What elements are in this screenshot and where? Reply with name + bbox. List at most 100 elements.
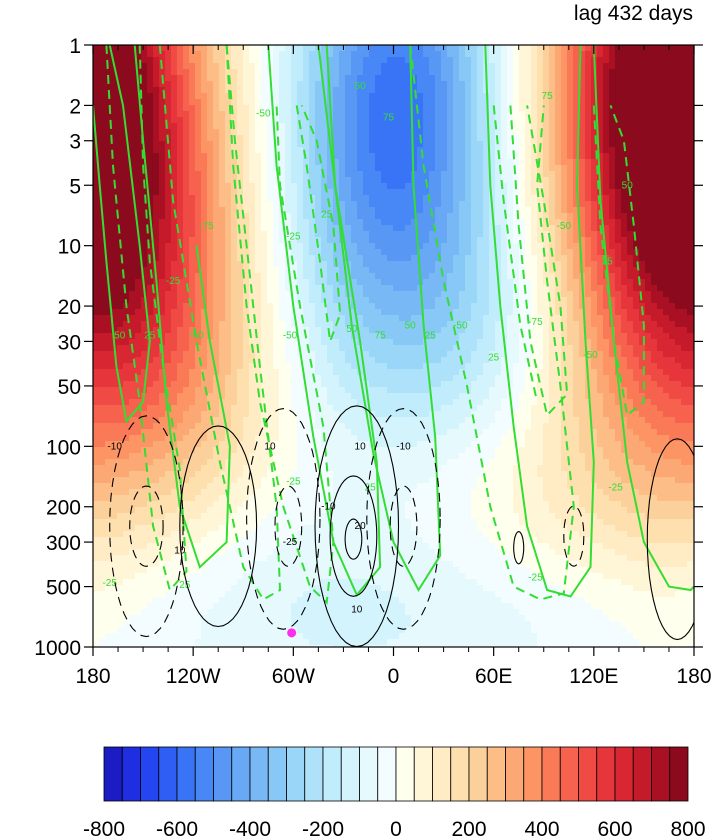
contour-label: 25 [365, 482, 377, 493]
contour-label: 10 [264, 441, 276, 452]
y-tick-label: 1 [69, 35, 81, 58]
contour-label: -10 [396, 441, 411, 452]
contour-label: 20 [355, 521, 367, 532]
contour-label: 75 [383, 113, 395, 124]
contour-label: 25 [425, 330, 437, 341]
colorbar-swatch [377, 746, 397, 802]
contour-label: -50 [453, 321, 468, 332]
colorbar-swatch [450, 746, 470, 802]
green-contour-dashed-3 [409, 45, 575, 601]
colorbar-swatch [413, 746, 433, 802]
green-contour-solid-3 [325, 45, 442, 593]
colorbar-tick-label: 800 [670, 818, 705, 838]
black-contour-layer: -10 10 10 -10 10 20 10 -10 -25 [107, 405, 694, 647]
colorbar-swatch [121, 746, 141, 802]
y-axis: 1 2 3 5 10 20 30 50 100 200 300 500 1000 [34, 35, 703, 660]
colorbar-swatch [267, 746, 287, 802]
contour-label: 25 [144, 330, 156, 341]
colorbar-swatch [632, 746, 652, 802]
contour-label: 50 [622, 180, 634, 191]
green-contour-dashed-2 [295, 105, 342, 342]
green-contour-dashed-6 [592, 105, 645, 418]
contour-label: -10 [321, 502, 336, 513]
colorbar-swatch [249, 746, 269, 802]
contour-label: -25 [608, 482, 623, 493]
contour-label: 75 [375, 330, 387, 341]
colorbar-swatch [578, 746, 598, 802]
contour-label: 25 [179, 580, 191, 591]
black-contour-3 [246, 408, 321, 630]
x-tick-label: 120W [166, 665, 221, 688]
black-contour-10 [513, 531, 525, 565]
colorbar: -800 -600 -400 -200 0 200 400 600 800 [83, 746, 706, 838]
colorbar-swatch [231, 746, 251, 802]
colorbar-swatch [669, 746, 689, 802]
colorbar-swatch [432, 746, 452, 802]
colorbar-swatch [468, 746, 488, 802]
colorbar-swatch [213, 746, 233, 802]
contour-label: -50 [283, 330, 298, 341]
green-contour-solid-4 [484, 45, 595, 598]
colorbar-swatch [194, 746, 214, 802]
black-contour-5 [314, 405, 400, 647]
black-contour-12 [646, 438, 694, 641]
colorbar-tick-label: 200 [451, 818, 486, 838]
x-tick-label: 60E [475, 665, 512, 688]
green-contour-dashed-0 [158, 45, 282, 601]
colorbar-swatch [505, 746, 525, 802]
colorbar-tick-label: 0 [390, 818, 402, 838]
colorbar-swatch [322, 746, 342, 802]
colorbar-swatch [304, 746, 324, 802]
colorbar-tick-label: -600 [156, 818, 198, 838]
black-contour-11 [563, 505, 585, 567]
black-contour-1 [129, 485, 164, 567]
colorbar-swatch [541, 746, 561, 802]
x-tick-label: 120E [569, 665, 618, 688]
x-tick-label: 60W [272, 665, 315, 688]
contour-label: -50 [256, 109, 271, 120]
black-contour-9 [389, 485, 418, 567]
colorbar-swatch [614, 746, 634, 802]
contour-label: -10 [107, 441, 122, 452]
x-tick-label: 0 [388, 665, 400, 688]
contour-label: -50 [557, 221, 572, 232]
colorbar-swatch [286, 746, 306, 802]
contour-label: 25 [321, 210, 333, 221]
station-marker [287, 628, 297, 638]
y-tick-label: 2 [69, 95, 81, 118]
contour-label: -50 [583, 350, 598, 361]
green-contour-dashed-5 [492, 105, 539, 403]
contour-label: 50 [346, 324, 358, 335]
colorbar-swatch [158, 746, 178, 802]
x-axis: 180 120W 60W 0 60E 120E 180 [75, 45, 712, 688]
y-tick-label: 3 [69, 131, 81, 154]
contour-label: -75 [199, 221, 214, 232]
y-tick-label: 100 [46, 436, 81, 459]
colorbar-swatch [395, 746, 415, 802]
colorbar-swatch [359, 746, 379, 802]
colorbar-swatch [103, 746, 123, 802]
contour-label: -25 [283, 537, 298, 548]
black-contour-7 [344, 518, 363, 560]
contour-label: -50 [189, 330, 204, 341]
colorbar-tick-label: 400 [524, 818, 559, 838]
y-tick-label: 500 [46, 577, 81, 600]
colorbar-swatch [486, 746, 506, 802]
contour-label: 25 [602, 257, 614, 268]
colorbar-swatch [559, 746, 579, 802]
green-contour-dashed-4 [509, 105, 569, 418]
colorbar-swatch [140, 746, 160, 802]
contour-label: 75 [542, 91, 554, 102]
contour-label: 10 [174, 545, 186, 556]
green-contour-solid-0 [93, 45, 151, 424]
green-contour-solid-1 [133, 45, 231, 569]
y-tick-label: 300 [46, 532, 81, 555]
y-tick-label: 1000 [34, 637, 81, 660]
contour-label: -25 [102, 578, 117, 589]
y-tick-label: 30 [58, 331, 81, 354]
colorbar-swatch [340, 746, 360, 802]
black-contour-0 [109, 415, 184, 638]
contour-label: 50 [405, 321, 417, 332]
colorbar-swatch [651, 746, 671, 802]
